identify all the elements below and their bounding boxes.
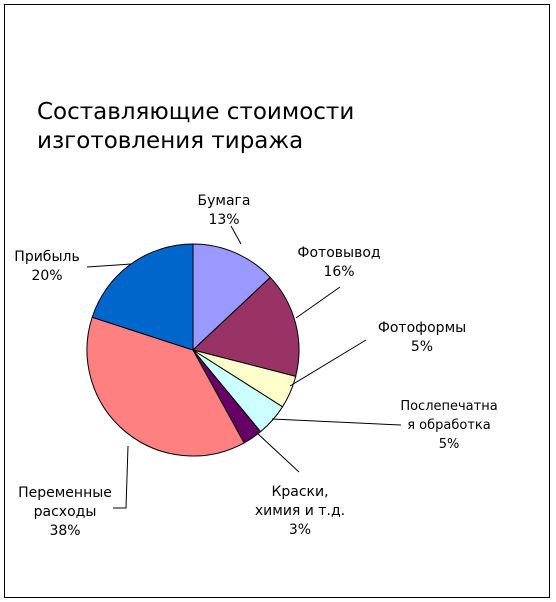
slice-label-line: 13% <box>208 212 239 228</box>
slice-label-line: Прибыль <box>14 249 79 265</box>
slice-label-line: Краски, <box>271 484 328 500</box>
slice-label-line: расходы <box>34 504 97 520</box>
leader-line-3 <box>289 339 367 387</box>
slice-label-6: Переменные расходы 38% <box>18 485 112 539</box>
slice-label-4: Послепечатна я обработка 5% <box>400 399 497 452</box>
chart-title-line-2: изготовления тиража <box>37 128 303 154</box>
slice-labels: Бумага 13%Фотовывод 16%Фотоформы 5%Послепеч… <box>14 193 497 539</box>
pie-chart: Составляющие стоимости изготовления тира… <box>14 99 497 539</box>
chart-frame: Составляющие стоимости изготовления тира… <box>4 4 550 598</box>
slice-label-line: Переменные <box>18 485 112 501</box>
chart-title: Составляющие стоимости изготовления тира… <box>37 99 354 154</box>
leader-line-6 <box>113 445 129 509</box>
leader-lines <box>86 225 402 509</box>
slice-label-line: я обработка <box>407 418 491 433</box>
pie-slice-1 <box>192 243 271 352</box>
leader-line-4 <box>271 418 402 426</box>
slice-label-7: Прибыль 20% <box>14 249 79 284</box>
slice-label-line: 3% <box>289 522 311 538</box>
slice-label-line: Фотовывод <box>297 245 380 261</box>
leader-line-1 <box>230 225 242 245</box>
pie-slice-2 <box>191 276 300 377</box>
slice-label-3: Фотоформы 5% <box>378 320 466 355</box>
slice-label-line: Послепечатна <box>400 399 497 414</box>
slice-label-1: Бумага 13% <box>198 193 251 228</box>
slice-label-line: 38% <box>49 523 80 539</box>
pie-slice-6 <box>86 316 245 457</box>
slice-label-line: 16% <box>323 264 354 280</box>
leader-line-2 <box>295 286 341 319</box>
slice-label-5: Краски, химия и т.д. 3% <box>255 484 345 538</box>
slice-label-2: Фотовывод 16% <box>297 245 380 280</box>
pie-slices <box>86 243 300 457</box>
leader-line-7 <box>86 263 132 268</box>
slice-label-line: Фотоформы <box>378 320 466 336</box>
leader-line-5 <box>256 432 300 473</box>
slice-label-line: Бумага <box>198 193 251 209</box>
slice-label-line: химия и т.д. <box>255 503 345 519</box>
slice-label-line: 5% <box>439 437 460 452</box>
slice-label-line: 5% <box>411 339 433 355</box>
chart-title-line-1: Составляющие стоимости <box>37 99 354 125</box>
slice-label-line: 20% <box>31 268 62 284</box>
